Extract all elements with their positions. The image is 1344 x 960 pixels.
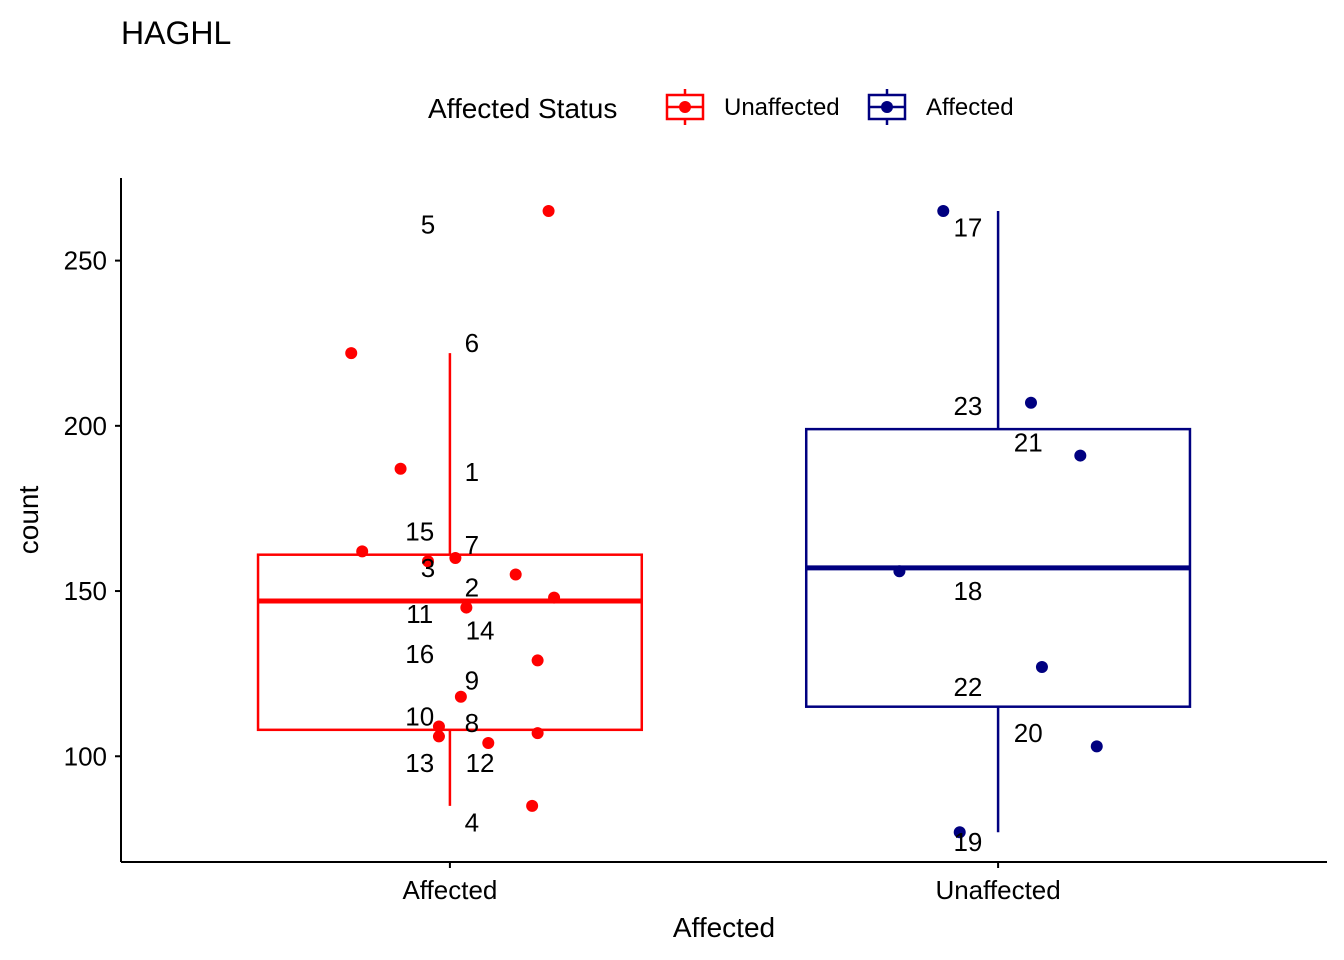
point-label-4: 4 — [465, 807, 479, 837]
data-point-1 — [394, 462, 407, 475]
data-point-13 — [432, 730, 445, 743]
point-label-17: 17 — [953, 213, 982, 243]
y-tick-label: 200 — [64, 411, 107, 441]
point-label-7: 7 — [465, 530, 479, 560]
data-point-4 — [526, 799, 539, 812]
point-label-2: 2 — [465, 573, 479, 603]
data-point-8 — [531, 727, 544, 740]
point-label-10: 10 — [405, 702, 434, 732]
data-point-22 — [1035, 661, 1048, 674]
data-point-15 — [356, 545, 369, 558]
data-point-16 — [531, 654, 544, 667]
point-label-20: 20 — [1014, 718, 1043, 748]
box-iqr — [256, 553, 644, 732]
point-label-1: 1 — [465, 457, 479, 487]
y-tick-label: 250 — [64, 246, 107, 276]
boxplots — [256, 211, 1192, 833]
legend-label: Unaffected — [724, 94, 840, 121]
point-label-9: 9 — [465, 665, 479, 695]
legend-item-unaffected: Unaffected — [665, 89, 840, 125]
data-point-3 — [421, 555, 434, 568]
chart-title: HAGHL — [121, 15, 231, 51]
point-label-21: 21 — [1014, 427, 1043, 457]
point-label-22: 22 — [953, 672, 982, 702]
data-point-2 — [509, 568, 522, 581]
point-label-12: 12 — [466, 748, 495, 778]
point-label-16: 16 — [405, 639, 434, 669]
point-label-15: 15 — [405, 517, 434, 547]
x-tick-label: Affected — [402, 875, 497, 905]
data-point-12 — [482, 737, 495, 750]
data-point-17 — [937, 205, 950, 218]
point-label-23: 23 — [953, 391, 982, 421]
point-label-11: 11 — [406, 599, 433, 629]
data-point-5 — [542, 205, 555, 218]
data-point-9 — [454, 690, 467, 703]
boxplot-unaffected — [804, 211, 1192, 833]
point-label-14: 14 — [466, 616, 495, 646]
point-label-5: 5 — [421, 209, 435, 239]
data-point-23 — [1024, 396, 1037, 409]
point-label-13: 13 — [405, 748, 434, 778]
point-label-3: 3 — [421, 553, 435, 583]
data-point-20 — [1090, 740, 1103, 753]
data-point-18 — [893, 565, 906, 578]
point-label-6: 6 — [465, 328, 479, 358]
legend-key-point — [881, 101, 893, 113]
legend-key-point — [679, 101, 691, 113]
data-point-11 — [548, 591, 561, 604]
boxplot-affected — [256, 353, 644, 806]
legend: Affected Status Unaffected Affected — [428, 89, 1014, 125]
data-point-19 — [953, 826, 966, 839]
data-point-21 — [1074, 449, 1087, 462]
data-point-10 — [432, 720, 445, 733]
x-ticks: Affected Unaffected — [402, 862, 1061, 905]
y-tick-label: 100 — [64, 741, 107, 771]
y-axis-title: count — [13, 486, 44, 555]
x-axis-title: Affected — [673, 912, 775, 943]
x-tick-label: Unaffected — [935, 875, 1060, 905]
data-point-7 — [449, 552, 462, 564]
point-label-18: 18 — [953, 576, 982, 606]
legend-title: Affected Status — [428, 93, 617, 124]
legend-label: Affected — [926, 94, 1014, 121]
data-point-6 — [345, 347, 358, 360]
point-label-8: 8 — [465, 708, 479, 738]
y-tick-label: 150 — [64, 576, 107, 606]
legend-item-affected: Affected — [867, 89, 1014, 125]
data-points — [345, 205, 1103, 839]
y-ticks: 100 150 200 250 — [64, 246, 121, 771]
data-point-14 — [460, 601, 473, 614]
point-label-19: 19 — [953, 827, 982, 857]
